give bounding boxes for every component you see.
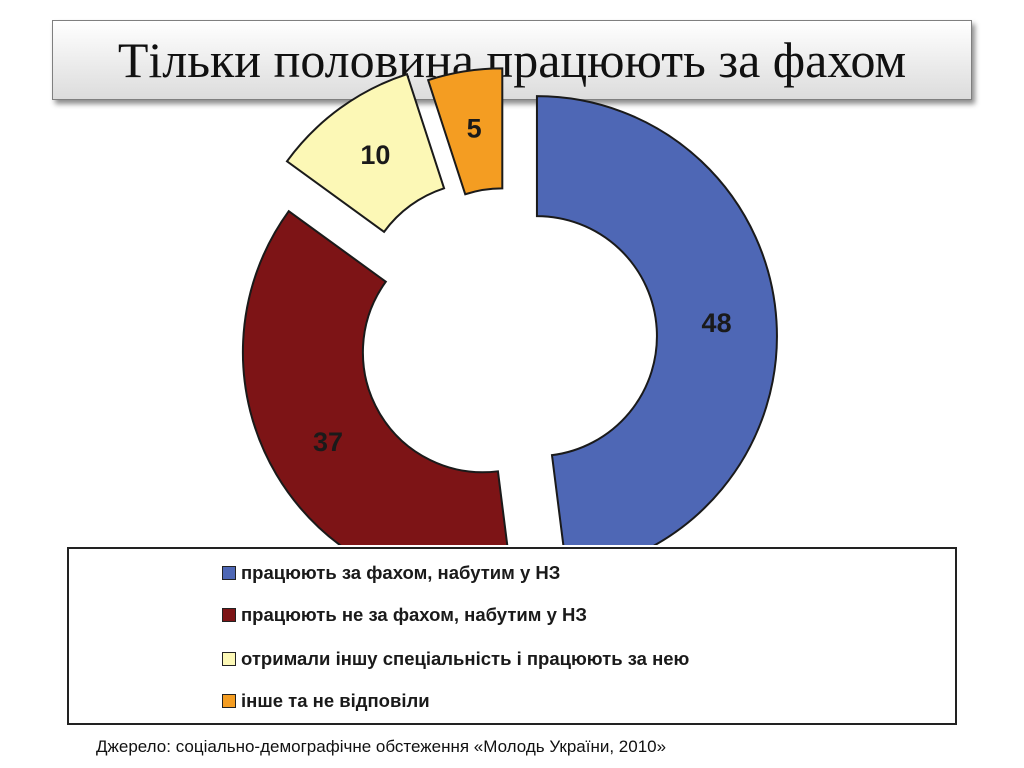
donut-slice: [241, 209, 509, 545]
source-note: Джерело: соціально-демографічне обстежен…: [96, 737, 667, 756]
donut-slice: [535, 95, 778, 545]
slice-data-label: 48: [702, 308, 732, 338]
title-box: Тільки половина працюють за фахом: [52, 20, 972, 100]
legend-item: отримали іншу спеціальність і працюють з…: [222, 648, 689, 670]
legend-swatch: [222, 652, 236, 666]
legend-label: інше та не відповіли: [241, 690, 430, 711]
slice-data-label: 10: [360, 140, 390, 170]
slice-data-label: 37: [313, 427, 343, 457]
page-title: Тільки половина працюють за фахом: [117, 32, 907, 88]
legend-item: працюють за фахом, набутим у НЗ: [222, 562, 560, 584]
legend-label: отримали іншу спеціальність і працюють з…: [241, 648, 690, 669]
donut-slice: [285, 72, 446, 234]
legend-label: працюють за фахом, набутим у НЗ: [241, 562, 561, 583]
donut-chart: 48 37 10 5: [241, 67, 778, 545]
donut-slice: [426, 67, 504, 196]
legend-swatch: [222, 566, 236, 580]
slice-data-label: 5: [467, 114, 482, 144]
legend-swatch: [222, 608, 236, 622]
legend-item: інше та не відповіли: [222, 690, 430, 712]
legend-swatch: [222, 694, 236, 708]
legend-label: працюють не за фахом, набутим у НЗ: [241, 604, 587, 625]
legend-item: працюють не за фахом, набутим у НЗ: [222, 604, 587, 626]
chart-legend: працюють за фахом, набутим у НЗ працюють…: [67, 547, 957, 725]
